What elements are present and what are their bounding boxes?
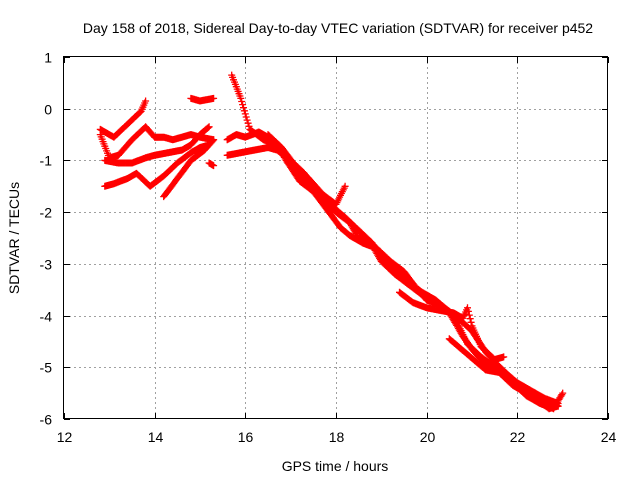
y-tick-label: -1 bbox=[40, 153, 53, 169]
data-point bbox=[210, 94, 218, 102]
data-point bbox=[237, 94, 245, 102]
y-tick-label: -5 bbox=[40, 360, 53, 376]
data-point bbox=[242, 113, 250, 121]
series-main-6 bbox=[445, 335, 567, 413]
data-point bbox=[500, 353, 508, 361]
x-tick-label: 16 bbox=[238, 429, 254, 445]
data-point bbox=[559, 389, 567, 397]
data-point bbox=[209, 137, 217, 145]
data-point bbox=[240, 104, 247, 112]
data-point bbox=[142, 97, 150, 105]
y-tick-label: -6 bbox=[40, 412, 53, 428]
y-axis-label: SDTVAR / TECUs bbox=[6, 182, 22, 294]
data-point bbox=[558, 391, 566, 399]
data-point bbox=[466, 315, 474, 323]
data-point bbox=[239, 101, 247, 109]
data-point bbox=[245, 122, 253, 130]
plot-frame bbox=[63, 56, 608, 419]
data-layer bbox=[96, 71, 567, 413]
data-point bbox=[205, 123, 213, 131]
data-point bbox=[467, 318, 475, 326]
series-track-f bbox=[187, 94, 218, 105]
data-point bbox=[240, 107, 248, 115]
data-point bbox=[341, 182, 349, 190]
data-point bbox=[210, 136, 218, 144]
y-tick-label: 1 bbox=[44, 50, 52, 66]
y-tick-label: -4 bbox=[40, 309, 53, 325]
chart-title: Day 158 of 2018, Sidereal Day-to-day VTE… bbox=[83, 20, 593, 36]
series-track-g bbox=[205, 159, 218, 170]
x-tick-label: 14 bbox=[148, 429, 164, 445]
data-point bbox=[241, 110, 249, 118]
series-track-c bbox=[101, 123, 213, 167]
data-point bbox=[464, 307, 472, 315]
y-tick-label: -3 bbox=[40, 257, 53, 273]
data-point bbox=[204, 124, 212, 132]
data-point bbox=[210, 162, 218, 170]
x-tick-label: 22 bbox=[510, 429, 526, 445]
data-point bbox=[244, 119, 252, 127]
tick-layer: 12 14 16 18 20 22 24 1 0 -1 -2 -3 -4 -5 -6 bbox=[40, 50, 617, 446]
series-track-e bbox=[160, 136, 218, 201]
data-point bbox=[243, 116, 251, 124]
series-track-a bbox=[96, 97, 150, 141]
x-axis-label: GPS time / hours bbox=[282, 458, 389, 474]
x-tick-label: 24 bbox=[601, 429, 617, 445]
series-main-5 bbox=[396, 288, 508, 363]
series-track-d bbox=[101, 141, 213, 190]
data-point bbox=[238, 98, 246, 105]
x-tick-label: 18 bbox=[329, 429, 345, 445]
y-tick-label: 0 bbox=[44, 102, 52, 118]
x-tick-label: 20 bbox=[420, 429, 436, 445]
data-point bbox=[464, 304, 471, 312]
x-tick-label: 12 bbox=[57, 429, 73, 445]
series-main-4 bbox=[264, 131, 349, 208]
y-tick-label: -2 bbox=[40, 205, 53, 221]
data-point bbox=[465, 311, 473, 319]
